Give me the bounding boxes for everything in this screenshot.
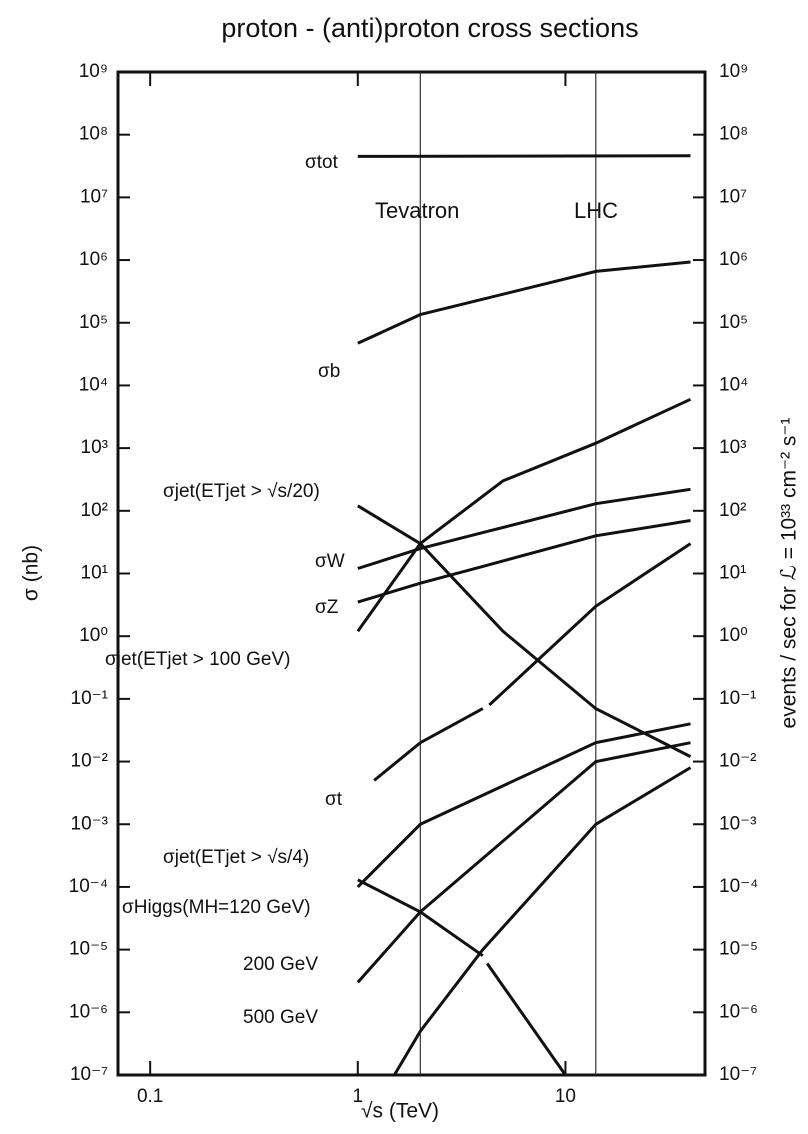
y2-tick-label: 10⁵ xyxy=(719,312,748,333)
y2-tick-label: 10⁻³ xyxy=(719,813,757,834)
series-line xyxy=(356,397,692,633)
y2-tick-label: 10⁻⁵ xyxy=(719,939,758,960)
y2-tick-label: 10⁷ xyxy=(719,186,747,207)
series-line xyxy=(356,722,691,888)
y-tick-label: 10⁸ xyxy=(79,124,108,145)
series-label: σZ xyxy=(315,597,339,618)
y-axis-label: σ (nb) xyxy=(20,545,43,601)
series-label: 500 GeV xyxy=(243,1007,318,1028)
y2-tick-label: 10¹ xyxy=(719,563,746,584)
y-tick-label: 10⁹ xyxy=(79,61,108,82)
y2-tick-label: 10³ xyxy=(719,437,746,458)
series-line xyxy=(357,260,691,345)
x-tick-label: 10 xyxy=(555,1086,576,1107)
series-label: σjet(ETjet > 100 GeV) xyxy=(105,649,290,670)
y2-tick-label: 10⁻⁷ xyxy=(719,1064,757,1085)
y2-tick-label: 10⁰ xyxy=(719,625,748,646)
y2-tick-label: 10⁹ xyxy=(719,61,748,82)
series-label: σHiggs(MH=120 GeV) xyxy=(122,897,311,918)
series-line xyxy=(373,542,692,782)
series-label: σjet(ETjet > √s/4) xyxy=(163,847,309,868)
y2-tick-label: 10⁴ xyxy=(719,374,748,395)
y-tick-label: 10⁻¹ xyxy=(71,688,109,709)
y-tick-label: 10⁻⁶ xyxy=(69,1001,108,1022)
series-line xyxy=(356,741,691,984)
y-tick-label: 10⁶ xyxy=(79,249,108,270)
y-tick-label: 10⁵ xyxy=(79,312,108,333)
y2-axis-label: events / sec for ℒ = 10³³ cm⁻² s⁻¹ xyxy=(778,418,801,729)
y2-tick-label: 10² xyxy=(719,500,746,521)
y-tick-label: 10¹ xyxy=(81,563,108,584)
series-label: σb xyxy=(318,361,340,382)
y2-tick-label: 10⁻⁴ xyxy=(719,876,758,897)
y2-tick-label: 10⁻⁶ xyxy=(719,1001,758,1022)
y-tick-label: 10⁰ xyxy=(79,625,108,646)
y-tick-label: 10⁻⁵ xyxy=(69,939,108,960)
series-label: σjet(ETjet > √s/20) xyxy=(163,481,320,502)
x-tick-label: 0.1 xyxy=(137,1086,163,1107)
y-tick-label: 10⁻² xyxy=(71,751,109,772)
collider-label: Tevatron xyxy=(375,198,459,223)
y-tick-label: 10³ xyxy=(81,437,108,458)
y2-tick-label: 10⁶ xyxy=(719,249,748,270)
collider-label: LHC xyxy=(574,198,618,223)
x-tick-label: 1 xyxy=(353,1086,364,1107)
y2-tick-label: 10⁻¹ xyxy=(719,688,757,709)
series-line xyxy=(357,504,692,758)
series-line xyxy=(357,487,691,570)
series-label: σt xyxy=(325,789,343,810)
y2-tick-label: 10⁻² xyxy=(719,751,757,772)
y-tick-label: 10⁻³ xyxy=(71,813,109,834)
y2-tick-label: 10⁸ xyxy=(719,124,748,145)
series-label: σtot xyxy=(305,152,339,173)
series-label: 200 GeV xyxy=(243,954,318,975)
chart-title: proton - (anti)proton cross sections xyxy=(221,13,638,43)
y-tick-label: 10⁻⁷ xyxy=(70,1064,108,1085)
y-tick-label: 10² xyxy=(81,500,108,521)
series-label: σW xyxy=(315,551,345,572)
y-tick-label: 10⁷ xyxy=(80,186,108,207)
y-tick-label: 10⁻⁴ xyxy=(69,876,108,897)
series-line xyxy=(357,519,691,604)
x-axis-label: √s (TeV) xyxy=(361,1100,439,1123)
y-tick-label: 10⁴ xyxy=(79,374,108,395)
series-line xyxy=(357,154,691,158)
series-line xyxy=(393,766,692,1076)
